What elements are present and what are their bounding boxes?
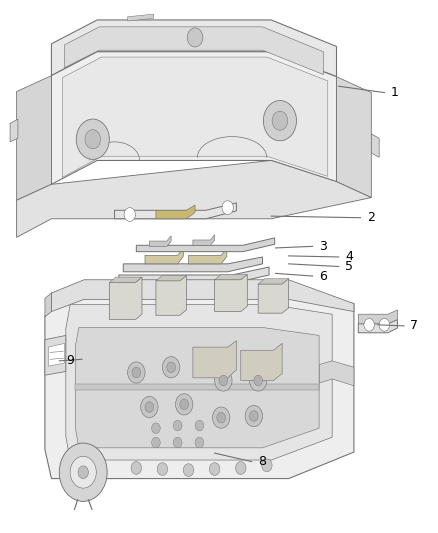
Polygon shape — [115, 203, 237, 219]
Circle shape — [217, 413, 226, 423]
Polygon shape — [215, 274, 247, 280]
Polygon shape — [319, 361, 354, 386]
Circle shape — [187, 28, 203, 47]
Text: 3: 3 — [319, 240, 327, 253]
Circle shape — [85, 130, 101, 149]
Polygon shape — [51, 20, 336, 77]
Polygon shape — [358, 310, 397, 324]
Circle shape — [70, 456, 96, 488]
Text: 2: 2 — [367, 211, 375, 224]
Polygon shape — [241, 343, 282, 381]
Polygon shape — [193, 341, 237, 378]
Text: 1: 1 — [391, 86, 399, 99]
Circle shape — [272, 111, 288, 130]
Circle shape — [76, 119, 110, 159]
Circle shape — [261, 459, 272, 472]
Circle shape — [379, 318, 390, 331]
Polygon shape — [10, 119, 18, 142]
Circle shape — [195, 437, 204, 448]
Polygon shape — [119, 267, 269, 284]
Circle shape — [162, 357, 180, 378]
Polygon shape — [188, 248, 227, 264]
Circle shape — [195, 420, 204, 431]
Polygon shape — [358, 319, 397, 333]
Circle shape — [184, 464, 194, 477]
Polygon shape — [110, 277, 142, 319]
Polygon shape — [45, 293, 51, 317]
Circle shape — [180, 399, 188, 410]
Text: 6: 6 — [319, 270, 327, 282]
Polygon shape — [123, 257, 262, 272]
Polygon shape — [127, 14, 154, 21]
Circle shape — [222, 201, 233, 215]
Circle shape — [236, 462, 246, 474]
Circle shape — [212, 407, 230, 428]
Polygon shape — [336, 77, 371, 198]
Circle shape — [78, 466, 88, 479]
Polygon shape — [193, 235, 215, 245]
Circle shape — [131, 462, 141, 474]
Circle shape — [152, 437, 160, 448]
Polygon shape — [110, 277, 142, 282]
Polygon shape — [48, 343, 64, 366]
Circle shape — [167, 362, 176, 373]
Polygon shape — [156, 205, 195, 219]
Polygon shape — [258, 279, 289, 284]
Polygon shape — [371, 134, 379, 157]
Text: 4: 4 — [345, 251, 353, 263]
Circle shape — [250, 370, 267, 391]
Circle shape — [245, 406, 262, 426]
Polygon shape — [64, 27, 323, 75]
Polygon shape — [215, 274, 247, 312]
Polygon shape — [156, 276, 186, 281]
Circle shape — [176, 394, 193, 415]
Circle shape — [215, 370, 232, 391]
Text: 8: 8 — [258, 455, 266, 468]
Polygon shape — [45, 335, 66, 375]
Polygon shape — [156, 276, 186, 316]
Circle shape — [254, 375, 262, 386]
Polygon shape — [145, 248, 184, 264]
Circle shape — [127, 362, 145, 383]
Circle shape — [173, 437, 182, 448]
Circle shape — [152, 423, 160, 433]
Circle shape — [145, 402, 154, 413]
Polygon shape — [149, 236, 171, 246]
Polygon shape — [17, 160, 371, 237]
Circle shape — [132, 367, 141, 378]
Polygon shape — [258, 279, 289, 313]
Polygon shape — [51, 280, 354, 312]
Text: 5: 5 — [345, 260, 353, 273]
Circle shape — [263, 101, 297, 141]
Circle shape — [364, 318, 374, 331]
Polygon shape — [62, 57, 328, 177]
Polygon shape — [51, 52, 336, 184]
Circle shape — [157, 463, 168, 475]
Circle shape — [250, 411, 258, 421]
Polygon shape — [66, 305, 332, 460]
Text: 7: 7 — [410, 319, 418, 333]
Text: 9: 9 — [66, 354, 74, 367]
Polygon shape — [75, 327, 319, 448]
Circle shape — [173, 420, 182, 431]
Circle shape — [219, 375, 228, 386]
Circle shape — [141, 397, 158, 418]
Circle shape — [59, 443, 107, 502]
Polygon shape — [45, 293, 354, 479]
Polygon shape — [136, 238, 275, 252]
Circle shape — [124, 208, 135, 221]
Circle shape — [209, 463, 220, 475]
Polygon shape — [75, 384, 319, 390]
Polygon shape — [17, 76, 51, 200]
